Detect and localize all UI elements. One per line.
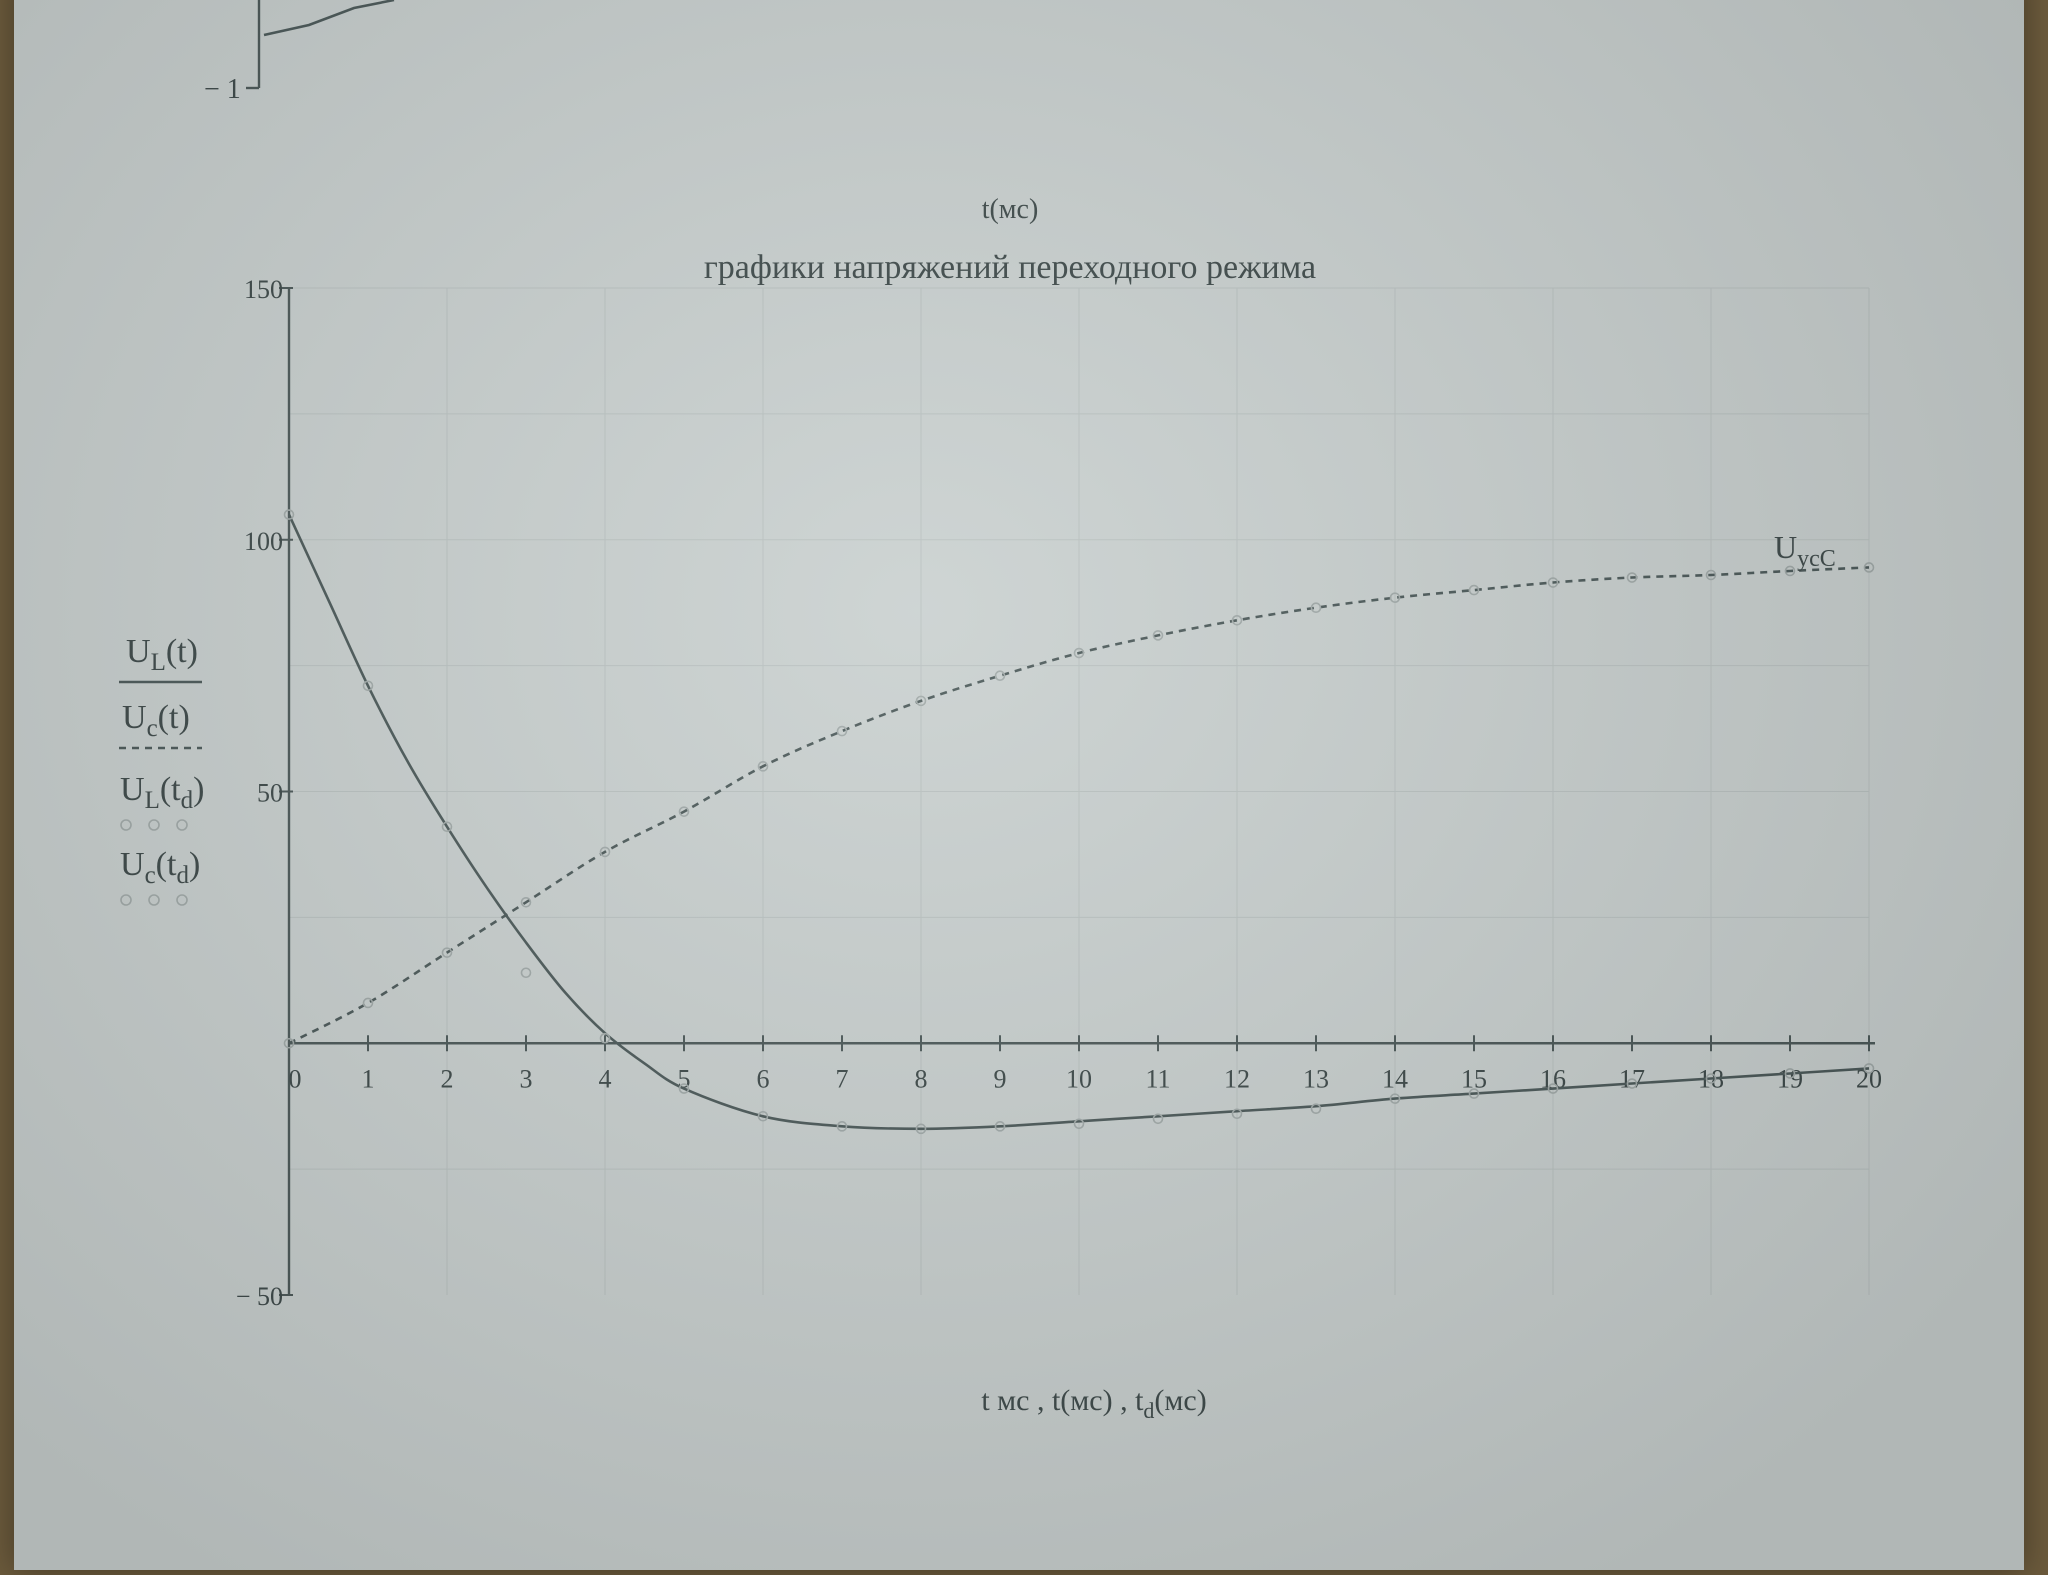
marker-ul-td — [1705, 1073, 1717, 1084]
marker-uc-td — [441, 947, 453, 958]
axes — [279, 287, 1875, 1296]
x-tick-label: 13 — [1303, 1064, 1329, 1093]
marker-uc-td — [1152, 630, 1164, 641]
previous-plot-ytick: − 1 — [204, 74, 241, 105]
marker-ul-td — [1863, 1063, 1875, 1074]
marker-uc-td — [994, 670, 1006, 681]
x-tick-label: 2 — [441, 1064, 454, 1093]
marker-uc-td — [1547, 577, 1559, 588]
marker-ul-td — [678, 1083, 690, 1094]
marker-ul-td — [441, 821, 453, 833]
marker-uc-td — [283, 1037, 295, 1049]
marker-uc-td — [757, 761, 769, 772]
x-tick-label: 0 — [289, 1064, 302, 1093]
curve-annotation: UycC — [1774, 529, 1836, 572]
marker-uc-td — [678, 806, 690, 817]
marker-ul-td — [1231, 1108, 1243, 1120]
x-tick-label: 3 — [520, 1064, 533, 1093]
marker-uc-td — [1784, 565, 1796, 577]
marker-ul-td — [1784, 1068, 1796, 1079]
x-tick-label: 12 — [1224, 1064, 1250, 1093]
marker-ul-td — [1626, 1078, 1638, 1089]
ylabel-ul-t: UL(t) — [126, 633, 198, 676]
top-xlabel: t(мс) — [982, 194, 1039, 225]
ylabel-ul-td-marker — [120, 819, 188, 831]
previous-plot-fragment: − 1 — [204, 0, 395, 105]
marker-ul-td — [283, 509, 295, 520]
x-tick-label: 9 — [994, 1064, 1007, 1093]
y-tick-label: 50 — [257, 779, 283, 808]
x-tick-labels: 0 1 2 3 4 5 6 7 8 9 10 11 12 13 14 15 16 17 18 19 20 — [289, 1064, 1883, 1093]
y-tick-label: 100 — [244, 527, 283, 556]
y-tick-label: − 50 — [236, 1282, 283, 1311]
x-tick-label: 7 — [836, 1064, 849, 1093]
paper-page: − 1 t(мс) графики напряжений переходного… — [14, 0, 2024, 1570]
x-tick-label: 4 — [599, 1064, 612, 1093]
marker-ul-td — [599, 1032, 611, 1044]
marker-ul-td — [836, 1121, 848, 1132]
marker-layer — [283, 509, 1875, 1135]
x-tick-label: 10 — [1066, 1064, 1092, 1093]
marker-uc-td — [520, 896, 532, 908]
marker-ul-td — [520, 967, 532, 979]
marker-uc-td — [362, 997, 374, 1009]
marker-ul-td — [1547, 1083, 1559, 1094]
ylabel-uc-td: Uc(td) — [120, 846, 200, 889]
ylabel-uc-t: Uc(t) — [122, 699, 190, 742]
marker-uc-td — [599, 846, 611, 858]
marker-uc-td — [915, 695, 927, 707]
y-tick-label: 150 — [244, 275, 283, 304]
marker-uc-td — [1310, 602, 1322, 614]
marker-uc-td — [1863, 562, 1875, 573]
x-tick-label: 8 — [915, 1064, 928, 1093]
ylabel-ul-td: UL(td) — [120, 771, 204, 814]
marker-uc-td — [1231, 615, 1243, 626]
marker-ul-td — [362, 680, 374, 692]
marker-ul-td — [757, 1110, 769, 1122]
grid — [289, 287, 1870, 1295]
x-tick-label: 11 — [1145, 1064, 1170, 1093]
marker-uc-td — [1389, 592, 1401, 603]
marker-uc-td — [1705, 569, 1717, 581]
marker-ul-td — [1310, 1103, 1322, 1115]
marker-ul-td — [1152, 1113, 1164, 1125]
marker-ul-td — [1468, 1088, 1480, 1099]
series-uc-line — [288, 566, 1870, 1045]
y-axis-label: UL(t) Uc(t) UL(td) Uc(td) — [119, 633, 204, 906]
ylabel-uc-td-marker — [120, 894, 188, 906]
series-layer — [287, 514, 1870, 1131]
marker-ul-td — [915, 1123, 927, 1135]
axis-ticks — [279, 287, 1870, 1296]
x-axis-label: t мс , t(мс) , td(мс) — [981, 1384, 1206, 1423]
marker-uc-td — [1468, 584, 1480, 596]
chart-title: графики напряжений переходного режима — [704, 249, 1316, 286]
marker-uc-td — [1626, 572, 1638, 583]
transient-voltage-chart: − 1 t(мс) графики напряжений переходного… — [119, 0, 1883, 1423]
marker-ul-td — [1389, 1093, 1401, 1104]
marker-ul-td — [1073, 1118, 1085, 1130]
x-tick-label: 1 — [362, 1064, 375, 1093]
marker-uc-td — [1073, 647, 1085, 659]
y-tick-labels: 150 100 50 − 50 — [236, 275, 283, 1311]
x-tick-label: 6 — [757, 1064, 770, 1093]
previous-plot-curve — [263, 0, 395, 37]
series-ul-line — [287, 514, 1870, 1131]
marker-ul-td — [994, 1121, 1006, 1132]
marker-uc-td — [836, 725, 848, 737]
x-tick-label: 14 — [1382, 1064, 1408, 1093]
